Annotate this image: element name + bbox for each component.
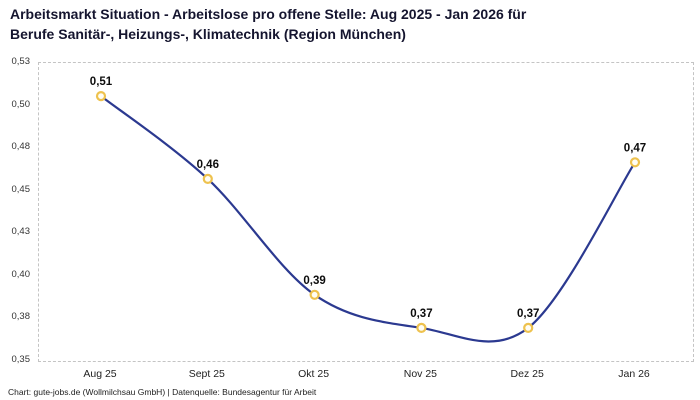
x-tick-label: Sept 25 xyxy=(188,368,225,380)
line-series xyxy=(100,95,636,343)
data-point-label: 0,39 xyxy=(303,275,325,287)
y-tick-label: 0,38 xyxy=(11,311,31,323)
data-point-marker xyxy=(523,322,534,333)
x-tick-label: Dez 25 xyxy=(510,368,544,380)
y-tick-label: 0,53 xyxy=(11,56,31,67)
chart-title-line1: Arbeitsmarkt Situation - Arbeitslose pro… xyxy=(10,6,527,22)
chart-footer: Chart: gute-jobs.de (Wollmilchsau GmbH) … xyxy=(8,387,317,397)
chart-title: Arbeitsmarkt Situation - Arbeitslose pro… xyxy=(10,5,526,44)
plot-area: 0,51 0,46 0,39 0,37 0,37 0,47 xyxy=(38,62,694,362)
data-point-label: 0,47 xyxy=(624,142,646,154)
chart-title-line2: Berufe Sanitär-, Heizungs-, Klimatechnik… xyxy=(10,25,406,42)
data-point-marker xyxy=(202,173,213,185)
data-point-marker xyxy=(416,322,427,333)
data-point-marker xyxy=(309,289,320,300)
x-tick-label: Okt 25 xyxy=(298,368,330,380)
x-tick-label: Jan 26 xyxy=(618,368,650,380)
data-point-marker xyxy=(629,157,641,168)
y-tick-label: 0,40 xyxy=(11,268,31,280)
data-point-marker xyxy=(95,90,107,102)
data-point-label: 0,51 xyxy=(90,76,113,88)
data-point-label: 0,37 xyxy=(410,308,432,320)
data-point-label: 0,46 xyxy=(197,159,219,171)
y-tick-label: 0,48 xyxy=(11,141,31,153)
x-axis: Aug 25 Sept 25 Okt 25 Nov 25 Dez 25 Jan 26 xyxy=(38,368,692,384)
y-axis: 0,53 0,50 0,48 0,45 0,43 0,40 0,38 0,35 xyxy=(0,56,33,365)
data-point-label: 0,37 xyxy=(517,308,539,320)
line-chart: 0,51 0,46 0,39 0,37 0,37 0,47 xyxy=(90,76,646,343)
x-tick-label: Nov 25 xyxy=(403,368,438,380)
y-tick-label: 0,45 xyxy=(11,183,31,195)
y-tick-label: 0,35 xyxy=(11,354,31,365)
y-tick-label: 0,43 xyxy=(11,226,31,238)
x-tick-label: Aug 25 xyxy=(83,368,117,380)
y-tick-label: 0,50 xyxy=(11,98,31,110)
